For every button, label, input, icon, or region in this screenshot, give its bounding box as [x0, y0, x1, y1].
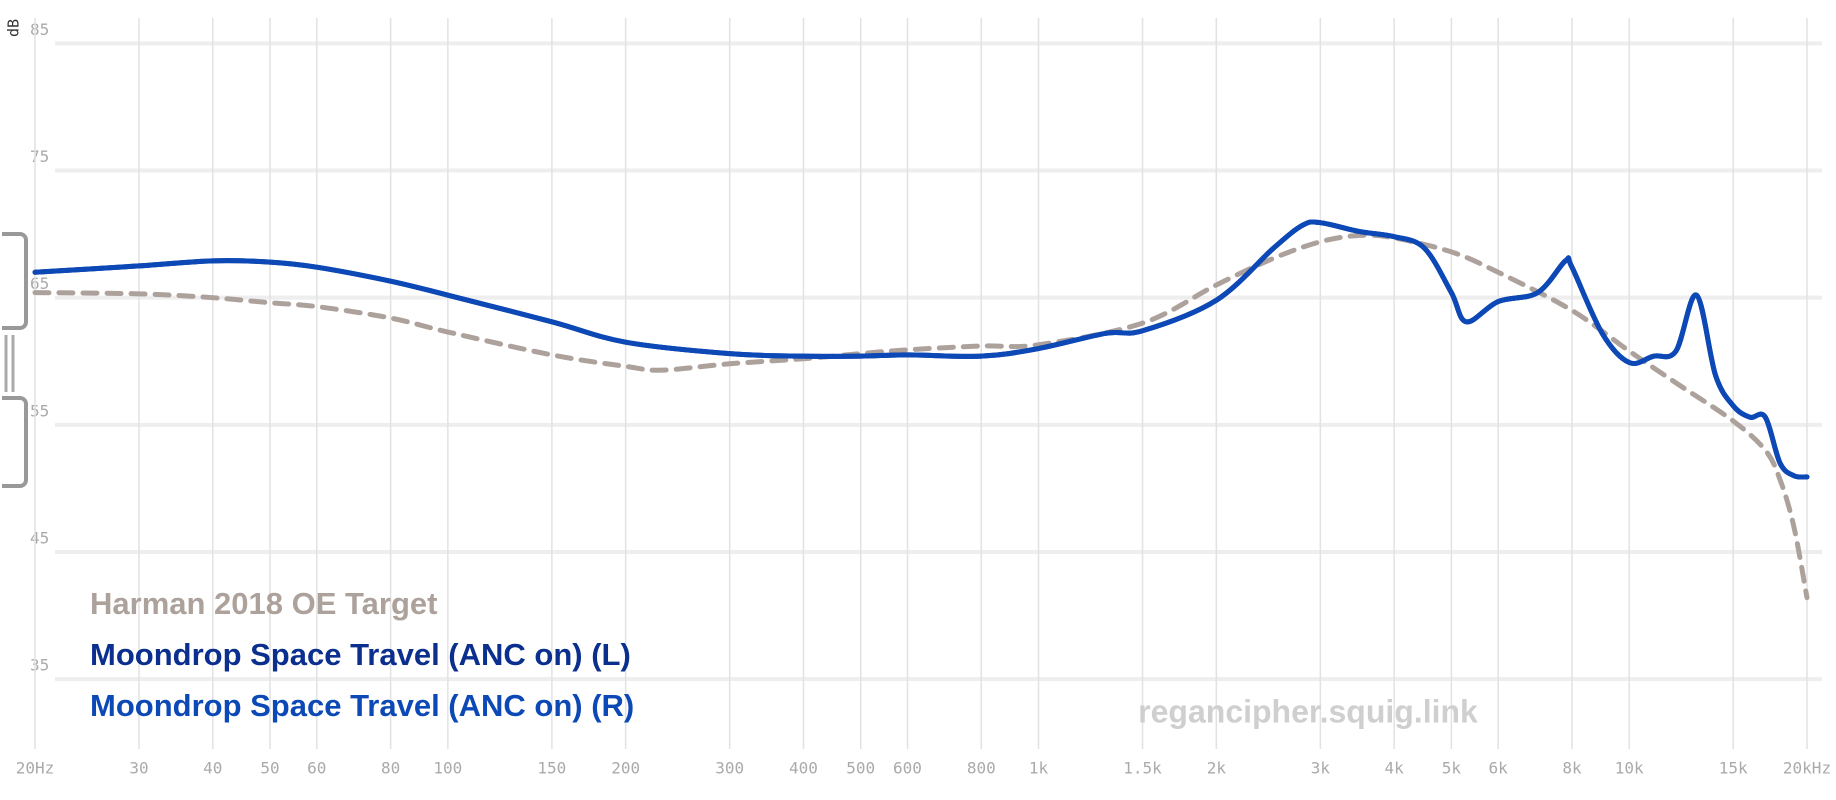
x-tick-label: 2k — [1207, 759, 1227, 778]
frequency-response-line — [32, 219, 1810, 480]
legend-entry: Harman 2018 OE Target — [90, 586, 437, 621]
y-axis-label: dB — [5, 19, 23, 37]
slider-handle[interactable] — [2, 232, 28, 488]
y-tick-label: 55 — [30, 401, 49, 420]
legend-entry: Moondrop Space Travel (ANC on) (L) — [90, 637, 631, 672]
legend-entry: Moondrop Space Travel (ANC on) (R) — [90, 688, 634, 723]
x-tick-label: 5k — [1442, 759, 1462, 778]
x-tick-label: 600 — [893, 759, 922, 778]
x-tick-label: 40 — [203, 759, 222, 778]
x-tick-label: 6k — [1489, 759, 1509, 778]
x-tick-label: 200 — [611, 759, 640, 778]
x-tick-label: 50 — [260, 759, 279, 778]
x-tick-label: 100 — [433, 759, 462, 778]
x-tick-label: 300 — [715, 759, 744, 778]
x-tick-label: 150 — [537, 759, 566, 778]
y-tick-label: 35 — [30, 656, 49, 675]
x-tick-label: 60 — [307, 759, 326, 778]
x-tick-label: 4k — [1385, 759, 1405, 778]
x-tick-label: 1.5k — [1123, 759, 1162, 778]
watermark: regancipher.squig.link — [1138, 693, 1478, 729]
x-tick-label: 20kHz — [1783, 759, 1831, 778]
x-tick-label: 800 — [967, 759, 996, 778]
x-tick-label: 30 — [129, 759, 148, 778]
y-tick-label: 85 — [30, 20, 49, 39]
x-tick-label: 20Hz — [16, 759, 55, 778]
y-tick-label: 75 — [30, 147, 49, 166]
x-tick-label: 500 — [846, 759, 875, 778]
x-tick-label: 400 — [789, 759, 818, 778]
x-tick-label: 15k — [1719, 759, 1748, 778]
x-tick-label: 8k — [1562, 759, 1582, 778]
y-tick-label: 45 — [30, 528, 49, 547]
x-tick-label: 10k — [1615, 759, 1644, 778]
x-tick-label: 1k — [1029, 759, 1049, 778]
x-tick-label: 80 — [381, 759, 400, 778]
x-tick-label: 3k — [1311, 759, 1331, 778]
